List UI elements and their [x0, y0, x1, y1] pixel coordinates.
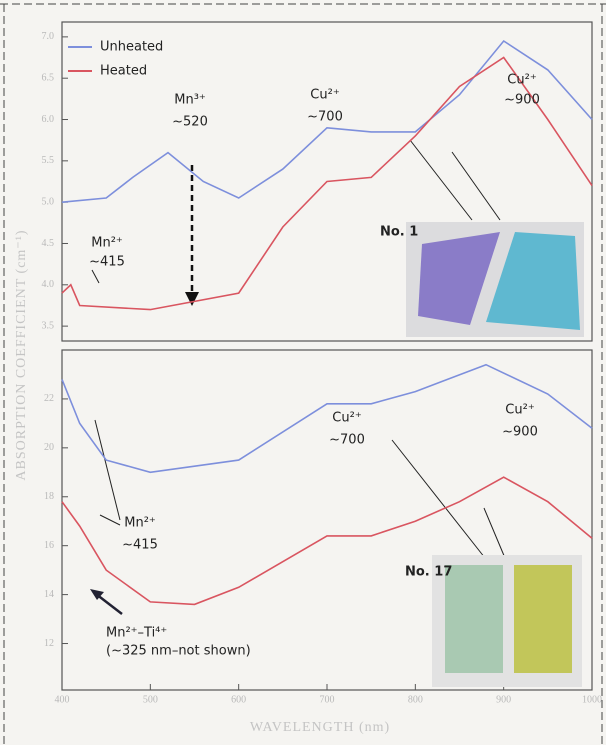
x-axis-label: WAVELENGTH (nm) [250, 720, 390, 735]
y-axis-label: ABSORPTION COEFFICIENT (cm⁻¹) [14, 229, 29, 480]
sample [514, 565, 572, 673]
sample [445, 565, 503, 673]
x-tick-label: 500 [143, 694, 158, 705]
annotation: ~900 [502, 425, 538, 440]
annotation: Mn²⁺ [91, 236, 123, 251]
annotation: Mn³⁺ [174, 93, 206, 108]
y-tick-label: 22 [44, 393, 54, 404]
chart: ABSORPTION COEFFICIENT (cm⁻¹) WAVELENGTH… [0, 0, 606, 745]
annotation: Cu²⁺ [507, 73, 536, 88]
annotation: ~900 [504, 93, 540, 108]
annotation: Mn²⁺ [124, 516, 156, 531]
x-tick-label: 700 [320, 694, 335, 705]
legend-label: Unheated [100, 40, 163, 55]
x-tick-label: 600 [231, 694, 246, 705]
y-tick-label: 3.5 [42, 320, 55, 331]
annotation: ~415 [122, 538, 158, 553]
annotation: Cu²⁺ [310, 88, 339, 103]
annotation: ~520 [172, 115, 208, 130]
annotation: ~700 [307, 110, 343, 125]
annotation: Cu²⁺ [332, 411, 361, 426]
x-tick-label: 1000 [582, 694, 602, 705]
annotation: No. 1 [380, 225, 418, 240]
annotation: ~415 [89, 255, 125, 270]
y-tick-label: 20 [44, 442, 54, 453]
y-tick-label: 18 [44, 491, 54, 502]
annotation: ~700 [329, 433, 365, 448]
legend-label: Heated [100, 64, 147, 79]
y-tick-label: 4.0 [42, 279, 55, 290]
annotation: No. 17 [405, 565, 452, 580]
y-tick-label: 6.0 [42, 114, 55, 125]
y-tick-label: 4.5 [42, 238, 55, 249]
x-tick-label: 900 [496, 694, 511, 705]
y-tick-label: 16 [44, 540, 54, 551]
y-tick-label: 6.5 [42, 72, 55, 83]
y-tick-label: 12 [44, 638, 54, 649]
x-tick-label: 800 [408, 694, 423, 705]
annotation: Mn²⁺–Ti⁴⁺ [106, 626, 167, 641]
annotation: (~325 nm–not shown) [106, 644, 251, 659]
y-tick-label: 5.5 [42, 155, 55, 166]
x-tick-label: 400 [55, 694, 70, 705]
y-tick-label: 7.0 [42, 31, 55, 42]
y-tick-label: 14 [44, 589, 54, 600]
annotation: Cu²⁺ [505, 403, 534, 418]
y-tick-label: 5.0 [42, 196, 55, 207]
